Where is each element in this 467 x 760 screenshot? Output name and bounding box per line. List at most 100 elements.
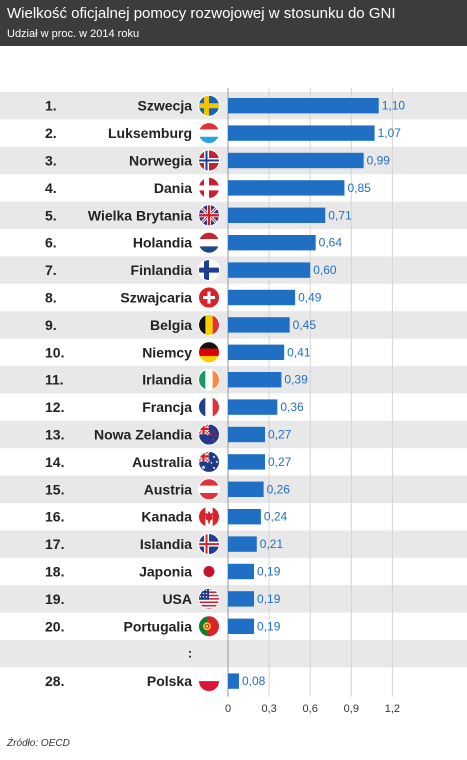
austria-flag-icon: [198, 478, 220, 501]
country-label: Austria: [144, 481, 192, 497]
country-label: Luksemburg: [108, 125, 192, 141]
country-label: Norwegia: [129, 153, 192, 169]
bar-kanada: [228, 509, 261, 525]
rank-label: 17.: [45, 536, 64, 552]
rank-label: 11.: [45, 372, 64, 388]
rank-label: 14.: [45, 454, 64, 470]
country-label: Holandia: [133, 235, 192, 251]
bar-polska: [228, 673, 239, 689]
country-label: Islandia: [140, 536, 192, 552]
rank-label: 12.: [45, 399, 64, 415]
x-tick-label: 0,9: [344, 703, 359, 715]
country-label: Niemcy: [142, 344, 192, 360]
value-label: 0,27: [268, 455, 292, 469]
value-label: 0,08: [242, 674, 266, 688]
usa-flag-icon: [198, 587, 220, 610]
value-label: 0,45: [293, 318, 317, 332]
country-label: Dania: [154, 180, 192, 196]
iceland-flag-icon: [198, 533, 220, 556]
country-label: Nowa Zelandia: [94, 427, 192, 443]
australia-flag-icon: [198, 450, 220, 473]
bar-chart: : 1. Szwecja 1,10 2. Luksemburg 1,07 3. Norwegia…: [0, 88, 467, 715]
x-tick-label: 0,3: [261, 703, 276, 715]
country-label: Japonia: [139, 564, 192, 580]
ireland-flag-icon: [198, 368, 220, 391]
value-label: 0,39: [284, 373, 308, 387]
bar-luksemburg: [228, 125, 375, 141]
bar-finlandia: [228, 262, 311, 278]
norway-flag-icon: [198, 149, 220, 172]
value-label: 0,26: [267, 482, 291, 496]
value-label: 0,24: [264, 510, 288, 524]
bar-dania: [228, 180, 345, 196]
bar-portugalia: [228, 618, 255, 634]
chart-title: Wielkość oficjalnej pomocy rozwojowej w …: [7, 5, 396, 22]
bar-niemcy: [228, 344, 285, 360]
rank-label: 7.: [45, 262, 57, 278]
value-label: 1,07: [378, 126, 402, 140]
row-stripe: [0, 640, 467, 668]
new-zealand-flag-icon: [198, 423, 220, 446]
japan-flag-icon: [198, 560, 220, 583]
belgium-flag-icon: [198, 313, 220, 336]
rank-label: 4.: [45, 180, 57, 196]
bar-szwajcaria: [228, 289, 296, 306]
bar-australia: [228, 454, 265, 470]
bar-nowa-zelandia: [228, 426, 265, 443]
rank-label: 1.: [45, 98, 57, 114]
x-tick-label: 1,2: [385, 703, 400, 715]
bar-francja: [228, 399, 278, 415]
bar-austria: [228, 481, 264, 497]
bar-islandia: [228, 536, 257, 552]
value-label: 0,49: [298, 291, 322, 305]
rank-label: 15.: [45, 481, 64, 497]
bar-japonia: [228, 563, 255, 580]
bar-irlandia: [228, 372, 282, 388]
country-label: Portugalia: [124, 618, 193, 634]
bar-wielka-brytania: [228, 207, 326, 223]
country-label: Francja: [142, 399, 192, 415]
value-label: 0,27: [268, 428, 292, 442]
rank-label: 20.: [45, 618, 64, 634]
country-label: USA: [162, 591, 192, 607]
ellipsis-mark: :: [188, 646, 192, 661]
rank-label: 3.: [45, 153, 57, 169]
poland-flag-icon: [198, 670, 220, 693]
value-label: 0,71: [328, 208, 352, 222]
france-flag-icon: [198, 396, 220, 419]
chart-header: Wielkość oficjalnej pomocy rozwojowej w …: [0, 0, 467, 46]
rank-label: 8.: [45, 290, 57, 306]
value-label: 0,60: [313, 263, 337, 277]
country-label: Szwajcaria: [120, 290, 192, 306]
canada-flag-icon: [198, 505, 220, 528]
value-label: 0,99: [367, 154, 391, 168]
luxembourg-flag-icon: [198, 122, 220, 145]
germany-flag-icon: [198, 341, 220, 364]
uk-flag-icon: [198, 204, 220, 227]
value-label: 1,10: [382, 99, 406, 113]
bar-usa: [228, 591, 255, 607]
value-label: 0,21: [260, 537, 284, 551]
value-label: 0,19: [257, 619, 281, 633]
country-label: Kanada: [141, 509, 192, 525]
value-label: 0,64: [319, 236, 343, 250]
rank-label: 19.: [45, 591, 64, 607]
rank-label: 10.: [45, 344, 64, 360]
country-label: Irlandia: [142, 372, 192, 388]
chart-subtitle: Udział w proc. w 2014 roku: [7, 28, 140, 40]
bar-szwecja: [228, 98, 379, 114]
country-label: Szwecja: [138, 98, 193, 114]
bar-holandia: [228, 235, 316, 251]
country-label: Finlandia: [131, 262, 193, 278]
rank-label: 16.: [45, 509, 64, 525]
value-label: 0,85: [347, 181, 371, 195]
portugal-flag-icon: [198, 615, 220, 638]
finland-flag-icon: [198, 259, 220, 282]
x-tick-label: 0,6: [303, 703, 318, 715]
denmark-flag-icon: [198, 176, 220, 199]
value-label: 0,41: [287, 345, 311, 359]
rank-label: 6.: [45, 235, 57, 251]
rank-label: 18.: [45, 564, 64, 580]
source-note: Źródło: OECD: [7, 738, 70, 749]
bar-belgia: [228, 317, 290, 333]
